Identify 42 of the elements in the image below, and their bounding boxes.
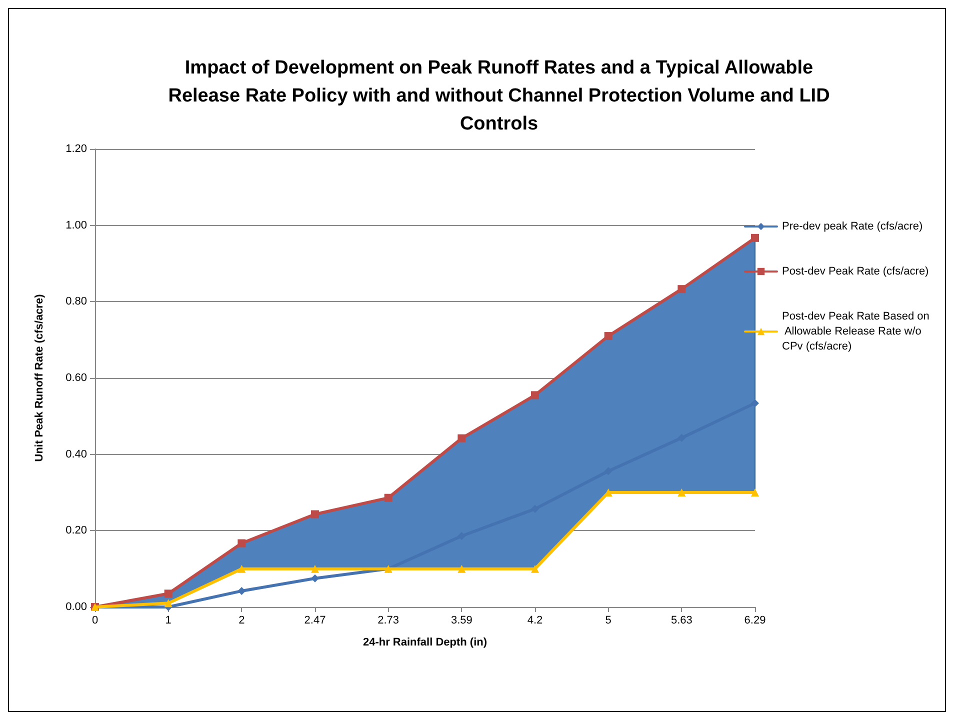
chart-title: Impact of Development on Peak Runoff Rates and a Typical Allowable Release Rate Policy with and without Channel Protection Volume and LID Controls — [168, 58, 830, 134]
point — [384, 494, 392, 502]
point — [604, 332, 612, 340]
x-axis-title: 24-hr Rainfall Depth (in) — [362, 636, 488, 648]
y-tick-label: 1.00 — [66, 219, 87, 232]
point — [751, 488, 759, 496]
point — [678, 285, 686, 294]
point — [311, 510, 319, 518]
x-tick-label: 0 — [92, 614, 98, 626]
y-tick-label: 0.80 — [66, 296, 87, 308]
point — [458, 564, 466, 573]
legend-label: Post-dev Peak Rate Based on Allowable Release Rate w/o CPv (cfs/acre) — [782, 310, 930, 352]
point — [751, 399, 759, 408]
y-tick-label: 0.40 — [66, 448, 87, 460]
point — [238, 564, 246, 573]
x-tick-label: 2.47 — [304, 614, 326, 626]
y-tick-label: 0.20 — [66, 524, 87, 537]
x-tick-label: 5.63 — [670, 614, 692, 626]
point — [531, 391, 539, 400]
y-axis-title: Unit Peak Runoff Rate (cfs/acre) — [34, 294, 46, 462]
x-tick-label: 2.73 — [378, 614, 400, 626]
legend-label: Pre-dev peak Rate (cfs/acre) — [782, 220, 923, 232]
point — [751, 234, 759, 242]
point — [531, 564, 539, 573]
x-tick-label: 3.59 — [450, 614, 472, 626]
point — [164, 590, 172, 598]
point — [238, 539, 246, 548]
x-tick-label: 4.2 — [527, 614, 543, 626]
x-tick-label: 2 — [238, 614, 245, 626]
point — [238, 586, 246, 595]
legend-label: Post-dev Peak Rate (cfs/acre) — [782, 266, 929, 278]
x-tick-label: 5 — [605, 614, 612, 626]
x-tick-label: 6.29 — [744, 614, 766, 626]
point — [458, 434, 466, 442]
x-tick-label: 1 — [165, 614, 172, 626]
point — [311, 574, 319, 582]
point — [311, 564, 319, 573]
point — [678, 488, 686, 496]
y-tick-label: 0.60 — [66, 372, 87, 384]
point — [164, 599, 172, 608]
y-tick-label: 1.20 — [66, 143, 87, 155]
y-tick-label: 0.00 — [66, 601, 87, 613]
